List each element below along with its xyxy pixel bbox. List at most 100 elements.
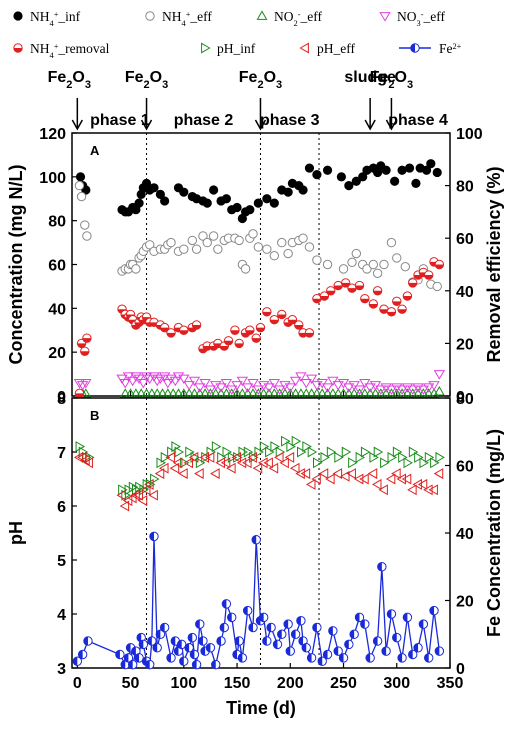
data-point [231, 381, 243, 391]
data-point [145, 240, 155, 250]
data-point [198, 231, 208, 241]
data-point [83, 457, 93, 469]
data-point [332, 468, 343, 480]
data-point [372, 268, 383, 278]
data-point [135, 388, 147, 398]
phase-label: phase 2 [174, 112, 234, 129]
series-ph-eff [73, 451, 444, 512]
data-point [262, 244, 272, 254]
event-label: Fe2O3 [239, 69, 282, 91]
data-point [371, 478, 382, 490]
marker-fill [234, 343, 244, 348]
marker-fill [139, 640, 144, 649]
data-point [159, 462, 169, 474]
data-point [119, 378, 131, 389]
marker-fill [435, 646, 440, 656]
data-point [172, 457, 183, 469]
marker-fill [195, 619, 200, 629]
data-point [173, 388, 184, 398]
data-point [348, 388, 360, 398]
data-point [332, 388, 344, 398]
data-point [204, 385, 217, 395]
data-point [367, 468, 378, 480]
data-point [185, 446, 195, 458]
data-point [199, 451, 209, 463]
data-point [417, 388, 429, 398]
legend: NH4+_inf NH4+_eff NO2-_eff NO3-_eff NH4+_rem… [13, 9, 462, 60]
event-arrow-head [254, 119, 267, 131]
y-tick-label: 20 [48, 345, 66, 362]
y2-tick-label: 0 [456, 661, 465, 678]
legend-item-ph-inf: pH_inf [201, 41, 256, 56]
data-point [123, 653, 134, 663]
x-tick-label: 150 [224, 675, 251, 692]
data-point [160, 196, 170, 206]
data-point [322, 388, 334, 398]
data-point [205, 643, 216, 653]
data-point [178, 468, 188, 480]
data-point [222, 446, 232, 458]
data-point [80, 378, 92, 389]
data-point [290, 462, 300, 474]
data-point [199, 378, 211, 389]
legend-label: NH4+_inf [30, 9, 81, 28]
marker-fill [220, 623, 225, 632]
y2-tick-label: 20 [456, 336, 474, 353]
marker-fill [408, 282, 417, 288]
data-point [187, 235, 198, 246]
phase-label: phase 1 [90, 112, 150, 129]
data-point [354, 388, 365, 398]
data-point [414, 451, 424, 463]
data-point [429, 605, 439, 616]
data-point [281, 435, 291, 447]
data-point [157, 388, 168, 398]
data-point [358, 172, 368, 182]
data-point [262, 194, 272, 204]
phase-label: phase 4 [388, 112, 448, 129]
data-point [258, 457, 268, 469]
data-point [131, 646, 141, 656]
x-tick-label: 350 [437, 675, 464, 692]
marker-fill [355, 285, 364, 290]
data-point [166, 237, 176, 248]
data-point [116, 489, 126, 501]
marker-fill [152, 643, 158, 652]
data-point [226, 462, 236, 474]
legend-marker [379, 12, 391, 22]
data-point [322, 259, 333, 270]
data-point [435, 451, 445, 463]
data-point [401, 473, 412, 485]
data-point [375, 388, 387, 398]
y-tick-label: 60 [48, 258, 66, 275]
data-point [286, 441, 296, 453]
series-ph-inf [75, 435, 445, 501]
data-point [364, 383, 376, 393]
data-point [249, 451, 259, 463]
panel-a: 0 20 40 60 80 100 120 0 20 40 60 80 100 A Concentratio… [6, 126, 504, 406]
legend-item-nh4-inf: NH4+_inf [13, 9, 81, 28]
event-label: Fe2O3 [370, 69, 413, 91]
marker-fill [206, 643, 211, 652]
data-point [242, 383, 254, 393]
data-point [274, 388, 286, 398]
data-point [190, 451, 201, 463]
legend-label: NH4+_removal [30, 41, 110, 60]
marker-fill [408, 650, 413, 659]
data-point [307, 446, 318, 458]
data-point [127, 376, 139, 387]
data-point [326, 446, 337, 458]
y2-tick-label: 100 [456, 126, 483, 143]
legend-label: NO2-_eff [274, 9, 322, 28]
data-point [284, 388, 296, 398]
data-point [408, 446, 419, 458]
data-point [245, 205, 255, 215]
data-point [238, 446, 248, 458]
data-point [232, 202, 242, 213]
data-point [166, 328, 176, 338]
data-point [167, 388, 179, 398]
marker-fill [216, 636, 222, 646]
marker-fill [341, 282, 350, 288]
data-point [338, 388, 349, 398]
data-point [290, 388, 302, 398]
data-point [215, 457, 225, 469]
